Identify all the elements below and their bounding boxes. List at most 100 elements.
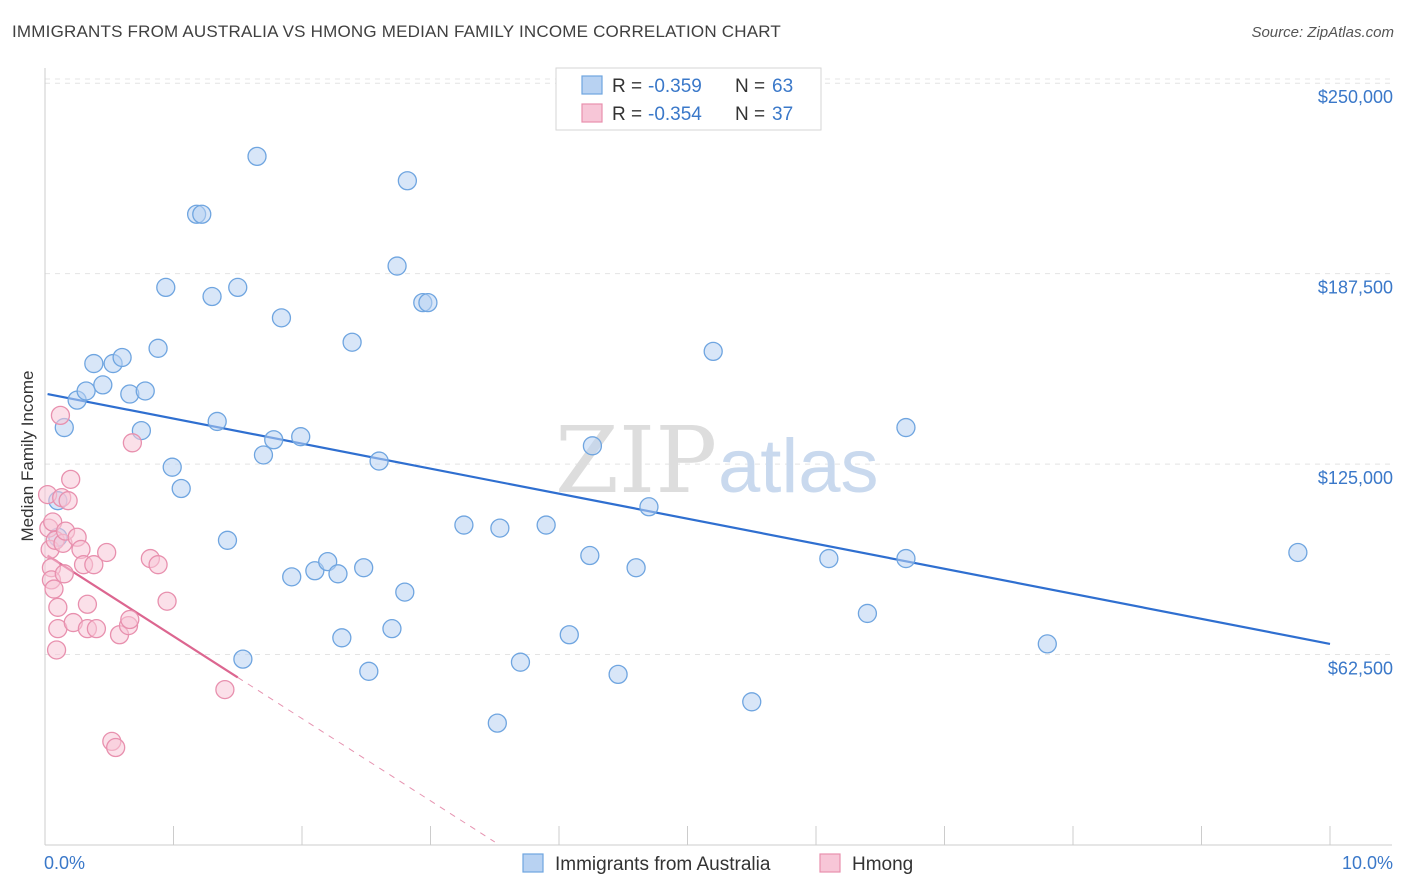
- legend-r-value-1: -0.359: [648, 76, 702, 97]
- point-australia-45: [490, 518, 510, 538]
- point-hmong-32: [122, 433, 143, 453]
- legend-n-value-1: 63: [772, 76, 793, 97]
- point-australia-25: [264, 430, 284, 450]
- trend-line-0: [47, 392, 1331, 645]
- y-tick-label-3: $250,000: [1318, 87, 1393, 107]
- point-australia-39: [387, 256, 407, 276]
- point-hmong-14: [54, 564, 74, 584]
- point-australia-60: [1037, 634, 1057, 654]
- legend-r-value-2: -0.354: [648, 104, 702, 125]
- point-australia-59: [896, 417, 916, 438]
- point-australia-26: [271, 308, 292, 328]
- point-australia-42: [418, 292, 438, 313]
- series-legend-label-hmong: Hmong: [852, 854, 913, 875]
- point-hmong-35: [157, 591, 177, 611]
- series-legend-label-australia: Immigrants from Australia: [555, 854, 771, 875]
- point-hmong-36: [215, 679, 235, 700]
- legend-swatch-hmong: [581, 103, 603, 123]
- point-australia-21: [228, 277, 248, 298]
- point-australia-56: [819, 548, 839, 569]
- y-tick-label-2: $187,500: [1318, 278, 1393, 298]
- trend-line-ext-1: [237, 676, 496, 843]
- point-australia-40: [397, 171, 418, 191]
- legend-r-label-2: R =: [612, 104, 642, 125]
- y-tick-labels: $62,500 $125,000 $187,500 $250,000: [1318, 87, 1393, 678]
- point-australia-11: [135, 381, 155, 401]
- watermark-atlas: atlas: [718, 424, 879, 509]
- data-points: [37, 73, 1308, 758]
- point-australia-14: [162, 457, 182, 477]
- point-australia-20: [217, 530, 238, 550]
- point-australia-49: [580, 545, 600, 566]
- point-australia-19: [207, 411, 227, 432]
- point-australia-22: [233, 649, 253, 669]
- axes: [44, 68, 1392, 846]
- trend-line-1: [46, 554, 239, 679]
- point-hmong-8: [46, 640, 67, 660]
- point-hmong-24: [84, 555, 104, 575]
- point-australia-55: [742, 692, 762, 712]
- watermark-zip: ZIP: [555, 407, 717, 514]
- source-label: Source: ZipAtlas.com: [1251, 24, 1394, 41]
- grid-lines: [45, 78, 1392, 656]
- point-hmong-25: [86, 619, 107, 639]
- y-axis-label: Median Family Income: [18, 370, 37, 541]
- series-legend: Immigrants from Australia Hmong: [522, 853, 913, 875]
- y-tick-label-0: $62,500: [1328, 659, 1393, 679]
- point-australia-50: [582, 436, 603, 456]
- series-legend-swatch-hmong: [819, 853, 841, 873]
- point-australia-44: [487, 713, 507, 733]
- point-australia-6: [93, 375, 113, 395]
- point-australia-12: [148, 338, 168, 358]
- point-hmong-28: [106, 737, 126, 758]
- point-australia-31: [328, 564, 348, 584]
- y-tick-label-1: $125,000: [1318, 468, 1393, 488]
- point-australia-61: [1288, 542, 1308, 563]
- point-hmong-6: [44, 579, 64, 599]
- correlation-legend: R = -0.359 N = 63 R = -0.354 N = 37: [555, 67, 822, 131]
- point-australia-53: [639, 497, 659, 517]
- point-australia-34: [354, 558, 374, 578]
- point-australia-35: [359, 661, 379, 681]
- point-australia-5: [84, 353, 104, 374]
- point-australia-58: [896, 548, 916, 569]
- point-australia-27: [282, 567, 302, 587]
- point-australia-57: [857, 603, 878, 624]
- watermark: ZIP atlas: [555, 407, 879, 514]
- legend-n-label-1: N =: [735, 76, 765, 97]
- point-australia-23: [247, 146, 267, 167]
- legend-n-value-2: 37: [772, 104, 793, 125]
- point-australia-24: [253, 445, 274, 465]
- point-australia-52: [626, 558, 646, 578]
- point-australia-47: [536, 515, 556, 535]
- point-hmong-23: [77, 594, 98, 614]
- point-australia-48: [559, 625, 579, 645]
- point-australia-33: [342, 332, 362, 352]
- point-australia-4: [76, 381, 96, 401]
- point-australia-15: [171, 478, 191, 499]
- x-tick-label-max: 10.0%: [1342, 853, 1393, 873]
- point-australia-13: [156, 277, 176, 298]
- point-hmong-16: [58, 491, 78, 511]
- point-australia-32: [332, 628, 352, 648]
- point-australia-38: [395, 582, 415, 602]
- point-australia-37: [382, 619, 402, 639]
- legend-r-label-1: R =: [612, 76, 642, 97]
- legend-n-label-2: N =: [735, 104, 765, 125]
- point-hmong-9: [48, 597, 68, 617]
- chart-title: IMMIGRANTS FROM AUSTRALIA VS HMONG MEDIA…: [12, 22, 781, 41]
- point-australia-54: [703, 341, 723, 362]
- point-hmong-34: [148, 555, 168, 575]
- point-hmong-26: [97, 542, 117, 563]
- point-australia-17: [192, 204, 212, 224]
- point-australia-18: [202, 286, 222, 307]
- x-tick-marks: [44, 826, 1331, 845]
- point-australia-36: [369, 451, 389, 471]
- series-legend-swatch-australia: [522, 853, 544, 873]
- trend-lines: [46, 392, 1331, 843]
- legend-swatch-australia: [581, 75, 603, 95]
- point-hmong-17: [61, 469, 81, 490]
- point-hmong-11: [50, 405, 71, 426]
- x-tick-label-min: 0.0%: [44, 853, 85, 873]
- point-australia-46: [510, 652, 531, 672]
